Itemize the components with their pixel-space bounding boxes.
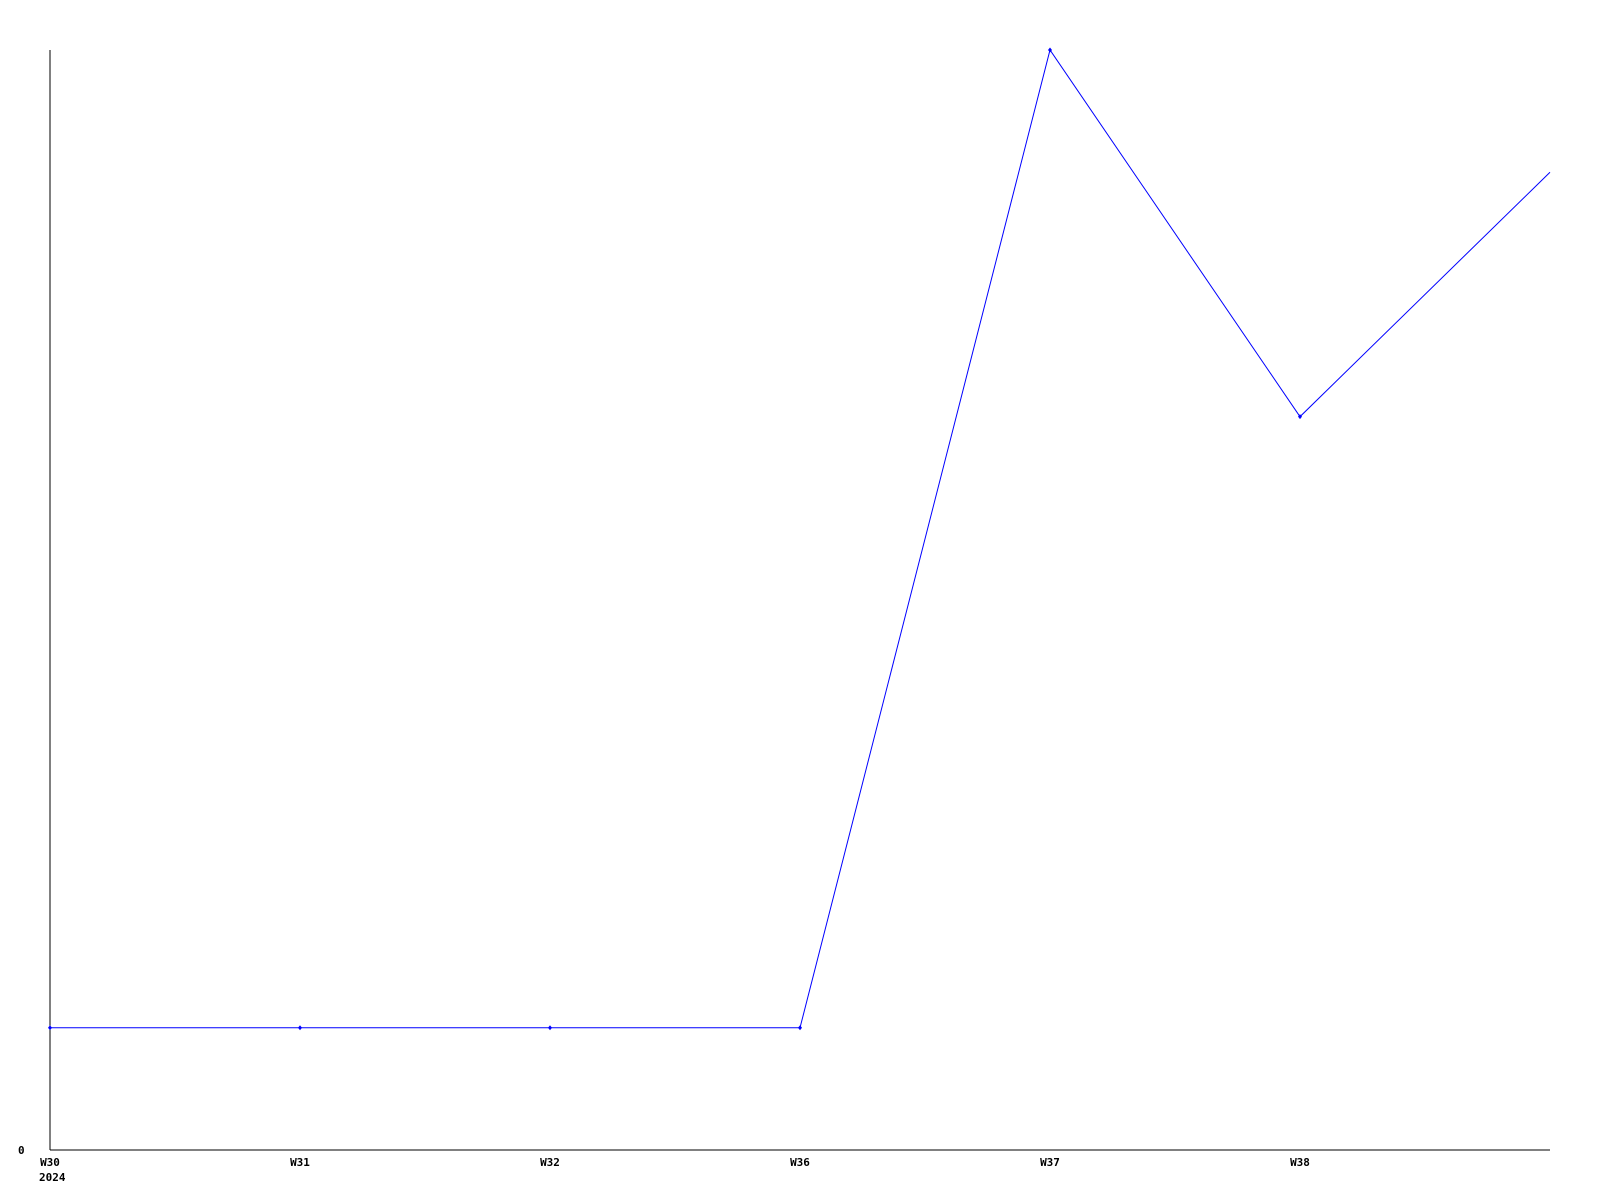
- data-point: [298, 1025, 302, 1031]
- x-tick-label: W36: [790, 1156, 810, 1169]
- y-tick-label: 0: [18, 1144, 25, 1157]
- series-line: [50, 48, 1551, 1029]
- x-tick-label: W32: [540, 1156, 560, 1169]
- data-point: [1298, 414, 1302, 420]
- data-point: [1048, 47, 1052, 53]
- x-tick-label: W38: [1290, 1156, 1310, 1169]
- x-tick-label: W37: [1040, 1156, 1060, 1169]
- data-point: [798, 1025, 802, 1031]
- data-point: [548, 1025, 552, 1031]
- x-tick-label: W30: [40, 1156, 60, 1169]
- data-point: [48, 1025, 52, 1031]
- x-tick-label: W31: [290, 1156, 310, 1169]
- x-tick-sublabel: 2024: [39, 1171, 66, 1184]
